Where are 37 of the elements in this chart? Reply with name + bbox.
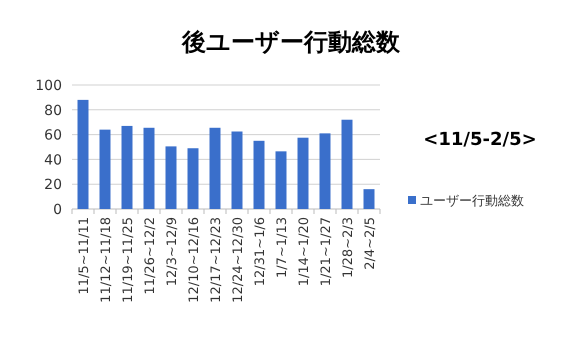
- y-tick-label: 20: [44, 177, 62, 194]
- y-tick-label: 80: [44, 102, 62, 119]
- x-tick-label: 11/19~11/25: [121, 217, 136, 303]
- bar: [166, 146, 176, 209]
- bar: [364, 189, 374, 209]
- text: <11/5-2/5>: [423, 129, 537, 150]
- title: 後ユーザー行動総数: [182, 28, 400, 56]
- x-tick-label: 1/7~1/13: [275, 217, 290, 278]
- x-tick-label: 12/17~12/23: [209, 217, 224, 303]
- bar: [188, 148, 198, 209]
- x-tick-label: 11/12~11/18: [99, 217, 114, 303]
- x-tick-label: 11/5~11/11: [77, 217, 92, 295]
- x-tick-label: 1/21~1/27: [319, 217, 334, 286]
- bar: [232, 132, 242, 209]
- bar: [342, 120, 352, 209]
- bar: [320, 133, 330, 209]
- y-tick-label: 40: [44, 152, 62, 168]
- x-tick-label: 12/10~12/16: [187, 217, 202, 303]
- y-tick-label: 60: [44, 128, 62, 144]
- bar: [78, 100, 88, 209]
- bar: [144, 128, 154, 209]
- x-tick-label: 12/24~12/30: [231, 217, 246, 303]
- x-tick-label: 1/14~1/20: [297, 217, 312, 286]
- legend-label: ユーザー行動総数: [420, 194, 524, 209]
- x-tick-label: 11/26~12/2: [143, 217, 158, 295]
- bar: [254, 140, 264, 209]
- x-tick-label: 12/3~12/9: [165, 217, 180, 286]
- bar: [276, 151, 286, 209]
- x-tick-label: 1/28~2/3: [341, 217, 356, 278]
- bar: [122, 126, 132, 209]
- y-tick-label: 0: [53, 202, 62, 218]
- bar: [100, 130, 110, 209]
- x-tick-label: 12/31~1/6: [253, 217, 268, 286]
- y-tick-label: 100: [35, 78, 62, 94]
- bar: [298, 138, 308, 209]
- bar: [210, 128, 220, 209]
- x-tick-label: 2/4~2/5: [363, 217, 378, 270]
